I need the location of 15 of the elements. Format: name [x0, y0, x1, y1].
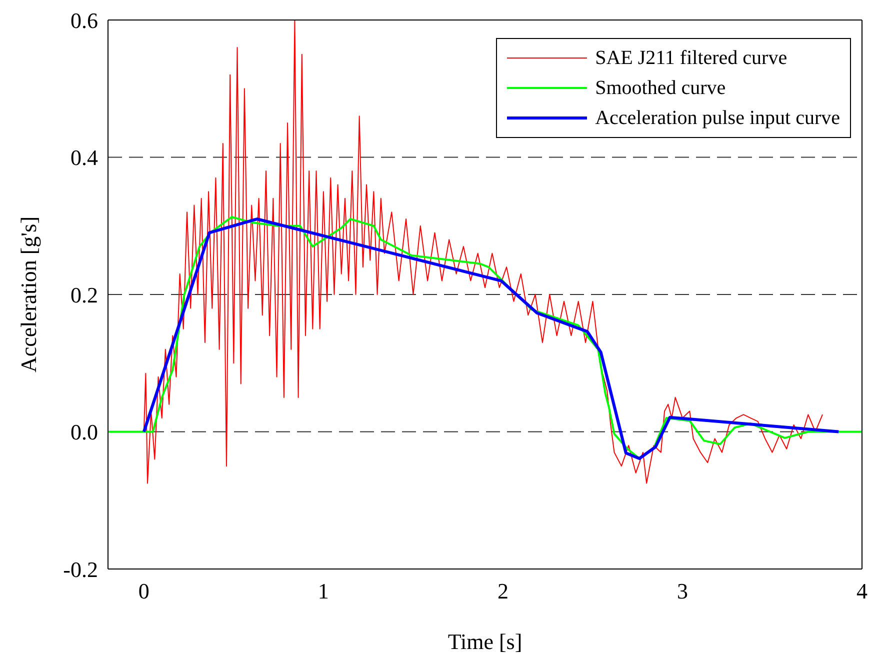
legend-label: SAE J211 filtered curve [595, 46, 788, 71]
y-tick-label: 0.4 [70, 145, 98, 170]
x-tick-label: 4 [856, 578, 868, 604]
x-axis-title: Time [s] [448, 629, 522, 654]
y-tick-label: 0.6 [70, 8, 98, 33]
x-tick-label: 0 [138, 578, 150, 604]
legend-label: Acceleration pulse input curve [595, 106, 840, 131]
x-tick-label: 2 [497, 578, 508, 604]
x-tick-label: 1 [318, 578, 329, 604]
y-tick-label: 0.2 [70, 282, 98, 308]
y-axis-title: Acceleration [g's] [16, 216, 41, 373]
y-tick-label: -0.2 [63, 556, 98, 582]
y-tick-label: 0.0 [70, 420, 98, 445]
x-tick-label: 3 [676, 578, 688, 604]
legend-label: Smoothed curve [595, 76, 726, 101]
